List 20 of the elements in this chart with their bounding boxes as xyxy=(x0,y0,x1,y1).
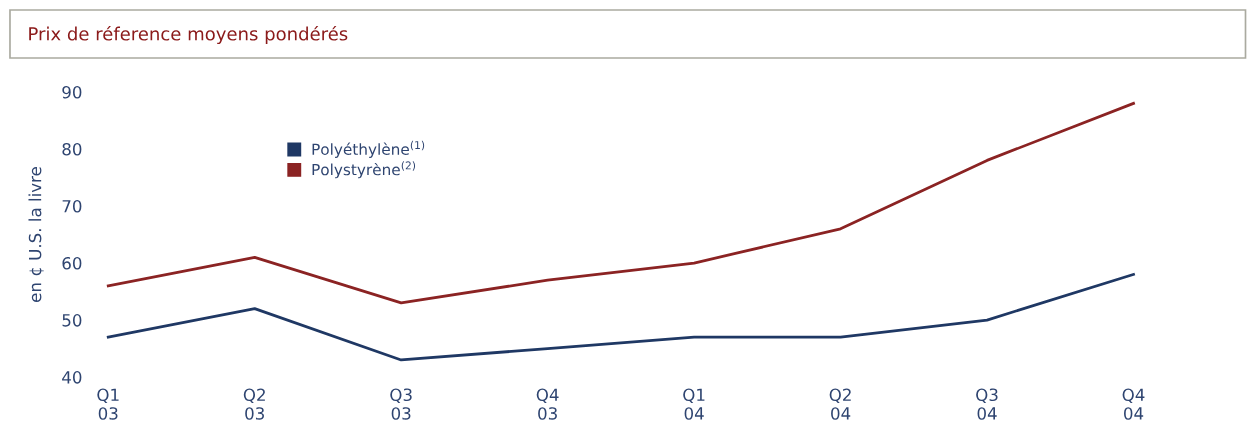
y-tick-label: 90 xyxy=(62,85,82,99)
chart-title: Prix de réference moyens pondérés xyxy=(29,25,348,45)
x-tick-label: Q2 04 xyxy=(829,388,851,420)
x-tick-label: Q2 03 xyxy=(243,388,265,420)
line-series xyxy=(106,273,1135,362)
x-tick-label: Q3 04 xyxy=(976,388,998,420)
x-tick-label: Q1 04 xyxy=(683,388,705,420)
y-tick-label: 80 xyxy=(62,142,82,156)
y-tick-label: 50 xyxy=(62,314,82,327)
legend-label: Polyéthylène$^{(1)}$ xyxy=(312,140,425,158)
y-axis-title: en ¢ U.S. la livre xyxy=(28,167,44,302)
x-tick-label: Q4 04 xyxy=(1122,388,1145,420)
line-series xyxy=(106,101,1135,305)
y-tick-label: 70 xyxy=(62,199,82,213)
legend-label: Polystyrène$^{(2)}$ xyxy=(312,161,416,179)
x-tick-label: Q4 03 xyxy=(536,388,559,420)
y-tick-label: 40 xyxy=(62,371,82,384)
x-tick-label: Q1 03 xyxy=(97,388,119,420)
x-tick-label: Q3 03 xyxy=(390,388,412,420)
y-tick-label: 60 xyxy=(62,256,82,270)
